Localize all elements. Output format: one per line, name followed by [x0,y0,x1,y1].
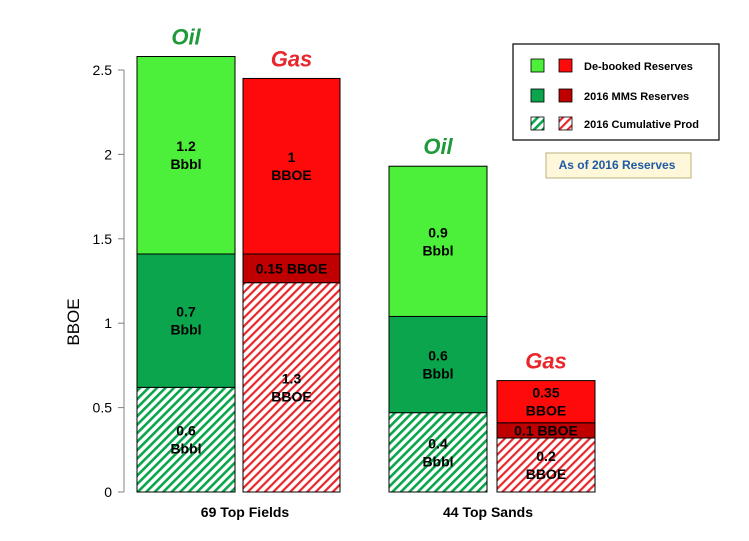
bar-value-label: 0.9 Bbbl [422,224,453,258]
bar-value-label: 0.7 Bbbl [170,304,201,338]
bars [136,55,596,493]
legend-swatch-gas-cumulative [558,116,573,131]
legend-swatch-oil-mms [530,88,545,103]
bar-value-label-line: BBOE [271,388,311,404]
bar-value-label: 0.6 Bbbl [170,423,201,457]
bar-segment-oil-debooked [136,55,236,255]
bar-value-label-line: 0.15 BBOE [256,260,328,276]
bar-value-label-line: 0.7 [176,304,196,320]
y-axis-label: BBOE [64,298,83,345]
legend-swatch-oil-cumulative [530,116,545,131]
bar-value-label: 1 BBOE [271,149,311,183]
y-tick-label: 0 [104,484,112,500]
bar-title-oil: Oil [171,24,201,49]
y-axis: 0 0.5 1 1.5 2 2.5 [93,62,125,500]
category-label-top-sands: 44 Top Sands [443,504,533,520]
reserves-note-text: As of 2016 Reserves [559,158,676,172]
bar-value-label-line: Bbbl [170,322,201,338]
bar-title-gas: Gas [271,46,313,71]
bar-value-label: 0.35 BBOE [526,385,566,419]
y-tick-label: 0.5 [93,400,113,416]
bar-value-label: 0.6 Bbbl [422,348,453,382]
bar-value-label: 1.2 Bbbl [170,138,201,172]
bar-segment-oil-mms [136,253,236,388]
bar-value-label-line: 0.6 [428,348,448,364]
bar-segment-gas-debooked [496,380,596,424]
y-tick-label: 2.5 [93,62,113,78]
bar-value-label-line: 0.4 [428,435,448,451]
bar-value-label-line: 0.1 BBOE [514,422,578,438]
reserves-note: As of 2016 Reserves [545,152,692,179]
bar-segment-oil-mms [388,315,488,414]
bar-segment-oil-debooked [388,165,488,317]
bar-value-label-line: BBOE [526,403,566,419]
category-label-top-fields: 69 Top Fields [201,504,290,520]
reserves-note-box [545,152,692,179]
bar-title-gas: Gas [525,349,567,374]
bar-labels: 0.6 Bbbl 0.7 Bbbl 1.2 Bbbl Oil 1.3 BBOE 0.15 BBOE… [170,24,577,481]
bar-value-label: 0.15 BBOE [256,260,328,276]
bar-value-label-line: 0.9 [428,224,448,240]
bar-value-label: 0.4 Bbbl [422,435,453,469]
bar-value-label: 0.2 BBOE [526,448,566,482]
legend-label-mms: 2016 MMS Reserves [584,91,689,103]
y-tick-label: 1.5 [93,231,113,247]
bar-segment-gas-debooked [242,77,341,255]
bar-segment-gas-cumulative [242,282,341,493]
y-tick-label: 2 [104,146,112,162]
bar-value-label-line: Bbbl [422,453,453,469]
bar-value-label-line: Bbbl [422,242,453,258]
bar-value-label-line: Bbbl [170,441,201,457]
bar-segment-gas-mms [242,253,341,284]
bar-segment-gas-cumulative [496,437,596,493]
legend-box [512,43,720,141]
bar-value-label-line: 0.35 [532,385,559,401]
bar-value-label-line: 1.3 [282,370,302,386]
bar-value-label-line: 1 [288,149,296,165]
bar-value-label-line: BBOE [271,167,311,183]
legend-label-cumulative: 2016 Cumulative Prod [584,119,699,131]
bar-title-oil: Oil [423,134,453,159]
legend-label-debooked: De-booked Reserves [584,61,693,73]
y-tick-label: 1 [104,315,112,331]
legend-swatch-gas-mms [558,88,573,103]
legend-swatch-oil-debooked [530,58,545,73]
bar-value-label-line: 0.2 [536,448,556,464]
bar-segment-oil-cumulative [388,412,488,493]
legend: De-booked Reserves 2016 MMS Reserves 201… [512,43,720,141]
bar-value-label-line: 1.2 [176,138,196,154]
legend-swatch-gas-debooked [558,58,573,73]
bar-segment-oil-cumulative [136,386,236,493]
bar-value-label: 1.3 BBOE [271,370,311,404]
bar-value-label-line: Bbbl [170,156,201,172]
bar-value-label: 0.1 BBOE [514,422,578,438]
bar-value-label-line: Bbbl [422,366,453,382]
bar-value-label-line: 0.6 [176,423,196,439]
bar-value-label-line: BBOE [526,466,566,482]
